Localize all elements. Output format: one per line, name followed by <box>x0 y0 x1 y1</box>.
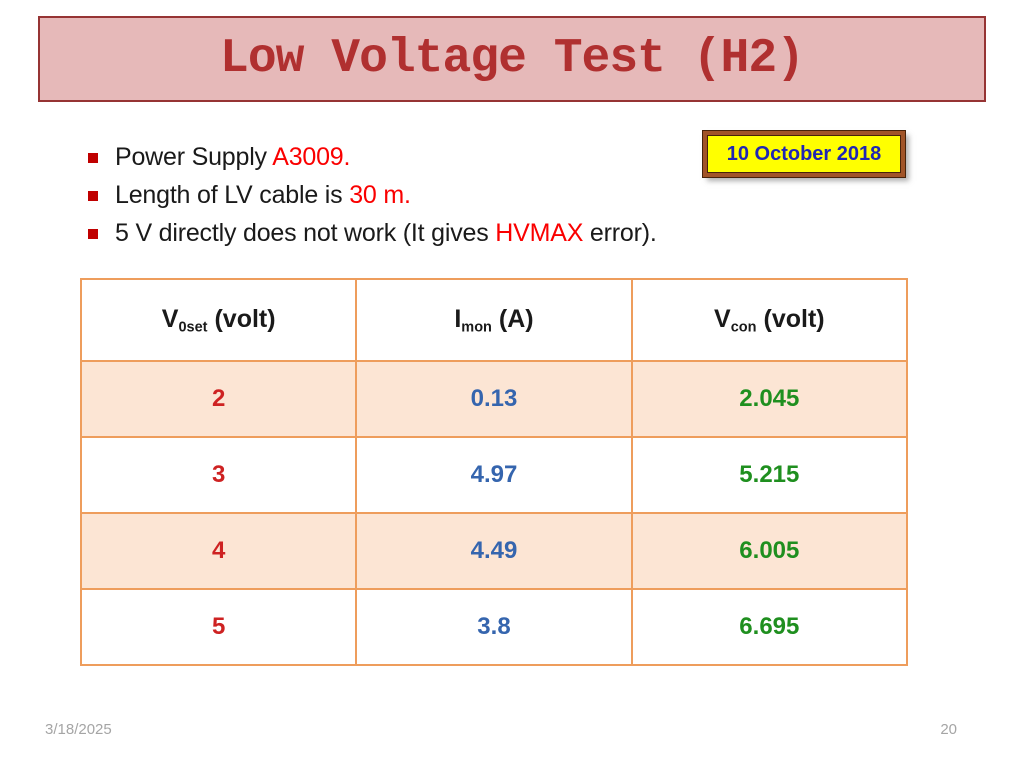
bullet-square-icon <box>88 153 98 163</box>
cell-v0set: 2 <box>79 360 358 438</box>
table-row: 2 0.13 2.045 <box>79 360 909 438</box>
cell-imon: 3.8 <box>355 588 633 666</box>
cell-v0set: 4 <box>79 512 358 590</box>
measurement-table: V0set (volt) Imon (A) Vcon (volt) 2 0.13 2.… <box>79 278 909 666</box>
bullet-item-power-supply: Power Supply A3009. <box>88 138 728 176</box>
table-row: 5 3.8 6.695 <box>79 588 909 666</box>
table-header-imon: Imon (A) <box>355 278 633 362</box>
bullet-square-icon <box>88 191 98 201</box>
footer-date: 3/18/2025 <box>45 721 112 738</box>
header-symbol: I <box>454 304 462 333</box>
header-subscript: con <box>730 319 757 336</box>
slide-title: Low Voltage Test (H2) <box>220 32 805 86</box>
bullet-text: 5 V directly does not work (It gives HVM… <box>115 214 657 252</box>
header-subscript: mon <box>461 319 492 336</box>
bullet-item-5v-error: 5 V directly does not work (It gives HVM… <box>88 214 728 252</box>
date-badge-text: 10 October 2018 <box>726 142 882 165</box>
bullet-text-highlight: A3009. <box>272 143 351 171</box>
cell-v0set: 5 <box>79 588 358 666</box>
header-symbol: V <box>714 304 731 333</box>
table-header-vcon: Vcon (volt) <box>630 278 909 362</box>
bullet-item-cable-length: Length of LV cable is 30 m. <box>88 176 728 214</box>
cell-v0set: 3 <box>79 436 358 514</box>
page-number: 20 <box>940 721 957 738</box>
header-unit: (A) <box>498 304 534 333</box>
bullet-text-highlight: 30 m. <box>349 181 411 209</box>
date-badge: 10 October 2018 <box>703 131 905 177</box>
cell-imon: 4.97 <box>355 436 633 514</box>
cell-vcon: 2.045 <box>630 360 909 438</box>
bullet-text: Power Supply A3009. <box>115 138 350 176</box>
header-unit: (volt) <box>763 304 825 333</box>
bullet-text-segment: Power Supply <box>115 143 273 171</box>
cell-imon: 4.49 <box>355 512 633 590</box>
cell-vcon: 5.215 <box>630 436 909 514</box>
table-header-row: V0set (volt) Imon (A) Vcon (volt) <box>79 278 909 362</box>
slide-title-banner: Low Voltage Test (H2) <box>38 16 986 102</box>
table-row: 4 4.49 6.005 <box>79 512 909 590</box>
bullet-text: Length of LV cable is 30 m. <box>115 176 411 214</box>
table-row: 3 4.97 5.215 <box>79 436 909 514</box>
header-unit: (volt) <box>214 304 276 333</box>
bullet-square-icon <box>88 229 98 239</box>
bullet-text-highlight: HVMAX <box>495 219 584 247</box>
header-symbol: V <box>161 304 179 333</box>
header-subscript: 0set <box>178 319 208 336</box>
bullet-list: Power Supply A3009. Length of LV cable i… <box>88 138 728 252</box>
bullet-text-segment: Length of LV cable is <box>115 181 350 209</box>
cell-vcon: 6.695 <box>630 588 909 666</box>
table-header-v0set: V0set (volt) <box>79 278 358 362</box>
bullet-text-segment: 5 V directly does not work (It gives <box>115 219 496 247</box>
bullet-text-segment: error). <box>583 219 657 247</box>
cell-imon: 0.13 <box>355 360 633 438</box>
cell-vcon: 6.005 <box>630 512 909 590</box>
